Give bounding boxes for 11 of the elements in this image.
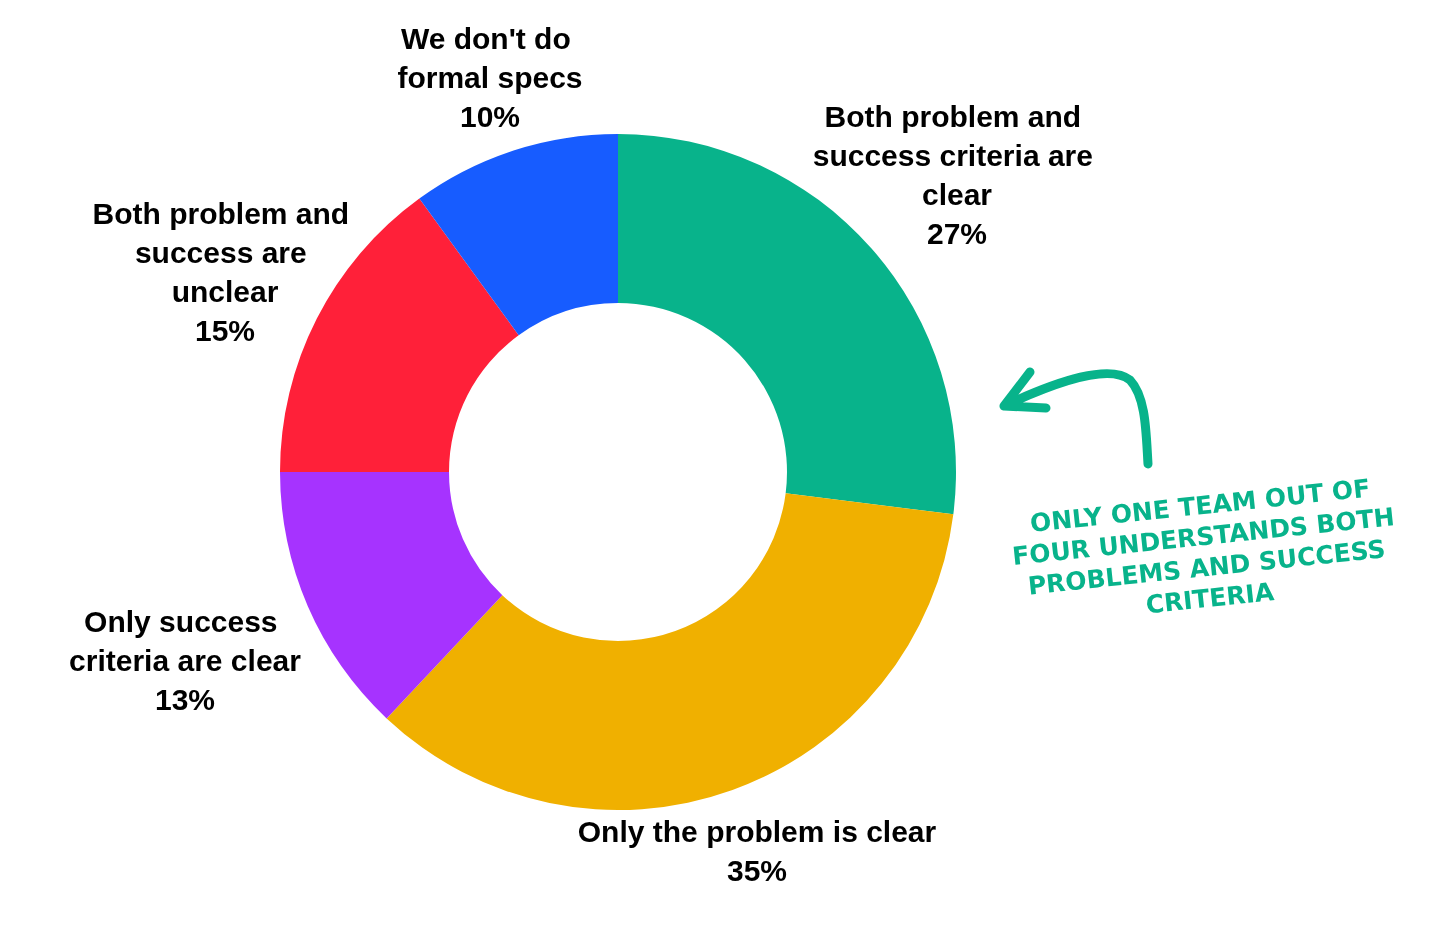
- data-label: 10%: [459, 99, 521, 133]
- slice-label: We don't do formal specs: [397, 21, 583, 94]
- text: ONLY ONE TEAM OUT OF FOUR UNDERSTANDS BOTH PROBLEMS AND SUCCESS CRITERIA: [1009, 472, 1397, 622]
- data-label: 13%: [154, 682, 216, 716]
- data-label: 27%: [926, 217, 988, 250]
- slice-label: Only the problem is clear: [577, 815, 937, 848]
- slice-label: Both problem and success criteria are clear: [812, 100, 1102, 211]
- slice-label: Only success criteria are clear: [69, 604, 302, 677]
- data-label: 35%: [726, 854, 788, 887]
- slice-label: Both problem and success are unclear: [92, 197, 358, 308]
- data-label: 15%: [194, 314, 256, 347]
